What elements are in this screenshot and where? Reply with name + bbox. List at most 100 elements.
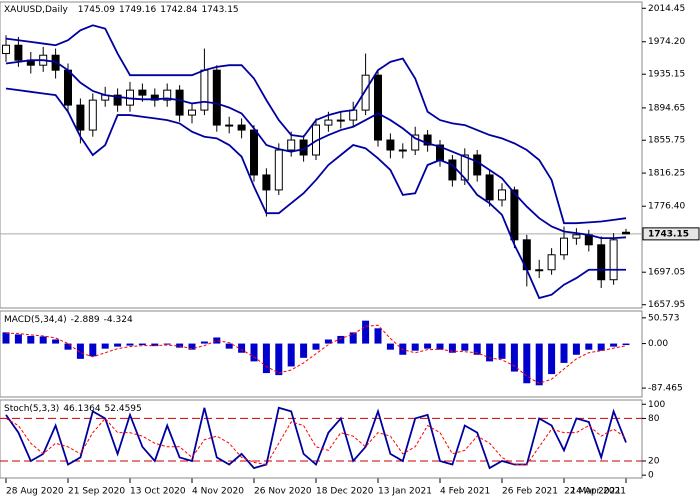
macd-bar (2, 332, 10, 344)
candle-body (423, 134, 432, 146)
candle-body (473, 154, 482, 176)
candle-body (460, 154, 469, 181)
candle-body (572, 234, 581, 239)
candle-body (361, 74, 370, 111)
macd-bar (374, 328, 382, 344)
macd-bar (126, 343, 134, 346)
macd-bar (498, 343, 506, 359)
macd-bar (151, 343, 159, 347)
macd-bar (262, 343, 270, 374)
candle-body (14, 44, 23, 61)
ohlc-value: 1745.09 (78, 5, 115, 15)
stoch-d (5, 417, 627, 466)
y-tick-label: 1697.05 (648, 268, 685, 278)
indicator-value: -4.324 (104, 315, 133, 325)
y-tick-label: 20 (648, 456, 660, 466)
macd-bar (448, 343, 456, 353)
macd-bar (622, 343, 630, 346)
candle-body (163, 89, 172, 101)
symbol-title: XAUUSD,Daily (4, 5, 68, 15)
macd-bar (39, 336, 47, 344)
y-tick-label: 1816.25 (648, 169, 685, 179)
macd-bar (114, 343, 122, 347)
ohlc-value: 1749.16 (119, 5, 156, 15)
y-tick-label: 1776.40 (648, 202, 685, 212)
indicator-header: Stoch(5,3,3) 46.1364 52.4595 (4, 404, 142, 414)
macd-bar (200, 341, 208, 344)
bollinger-band (5, 59, 627, 240)
x-tick-label: 26 Feb 2021 (502, 487, 558, 497)
macd-bar (349, 332, 357, 344)
y-tick-label: 100 (648, 400, 665, 410)
macd-bar (436, 343, 444, 350)
candle-body (547, 254, 556, 271)
x-tick-label: 22 Mar 2021 (564, 487, 621, 497)
x-tick-label: 13 Jan 2021 (378, 487, 432, 497)
macd-signal (6, 324, 627, 384)
y-tick-label: 50.573 (648, 313, 680, 323)
macd-bar (424, 343, 432, 349)
candle-body (274, 149, 283, 191)
macd-bar (386, 343, 394, 350)
ohlc-value: 1743.15 (201, 5, 238, 15)
macd-bar (250, 343, 258, 362)
last-price-label: 1743.15 (648, 229, 689, 239)
candle-body (609, 239, 618, 281)
macd-bar (560, 343, 568, 363)
candle-body (324, 119, 333, 126)
bollinger-band (5, 87, 626, 300)
candle-body (88, 99, 97, 131)
macd-bar (510, 343, 518, 372)
x-tick-label: 28 Aug 2020 (6, 487, 64, 497)
y-tick-label: 0 (648, 471, 654, 481)
macd-bar (585, 343, 593, 350)
symbol-header: XAUUSD,Daily 1745.09 1749.16 1742.84 1743.15 (4, 5, 239, 15)
candle-body (349, 109, 358, 121)
candle-body (510, 189, 519, 241)
macd-bar (362, 320, 370, 344)
macd-bar (163, 343, 171, 345)
candle-body (225, 124, 234, 127)
y-tick-label: 1657.95 (648, 300, 685, 310)
candle-body (535, 269, 544, 272)
macd-bar (548, 343, 556, 375)
macd-bar (523, 343, 531, 384)
indicator-title: Stoch(5,3,3) (4, 404, 59, 414)
candle-body (597, 244, 606, 281)
candle-body (287, 139, 296, 151)
macd-bar (572, 343, 580, 355)
panel-frame (0, 310, 643, 398)
macd-bar (597, 343, 605, 351)
macd-bar (213, 337, 221, 344)
candle-body (212, 69, 221, 126)
candle-body (138, 89, 147, 96)
macd-bar (312, 343, 320, 350)
indicator-title: MACD(5,34,4) (4, 315, 67, 325)
macd-bar (52, 339, 60, 344)
macd-bar (411, 343, 419, 351)
candle-body (2, 44, 10, 55)
macd-bar (76, 343, 84, 359)
candle-body (336, 119, 345, 122)
macd-bar (27, 335, 35, 344)
panel-frame (0, 399, 643, 479)
panel-frame (0, 1, 643, 309)
candle-body (262, 174, 271, 191)
candle-body (64, 69, 72, 106)
x-tick-label: 4 Nov 2020 (192, 487, 244, 497)
macd-bar (535, 343, 543, 386)
macd-bar (461, 343, 469, 351)
x-tick-label: 26 Nov 2020 (254, 487, 312, 497)
x-tick-label: 4 Feb 2021 (440, 487, 490, 497)
indicator-value: -2.889 (71, 315, 100, 325)
macd-bar (188, 343, 196, 350)
macd-bar (14, 334, 22, 344)
y-tick-label: 2014.45 (648, 4, 685, 14)
y-tick-label: 1974.20 (648, 37, 685, 47)
candle-body (411, 134, 420, 151)
last-price-box (642, 227, 700, 241)
macd-bar (324, 339, 332, 344)
macd-bar (89, 343, 97, 357)
candle-body (200, 69, 209, 111)
